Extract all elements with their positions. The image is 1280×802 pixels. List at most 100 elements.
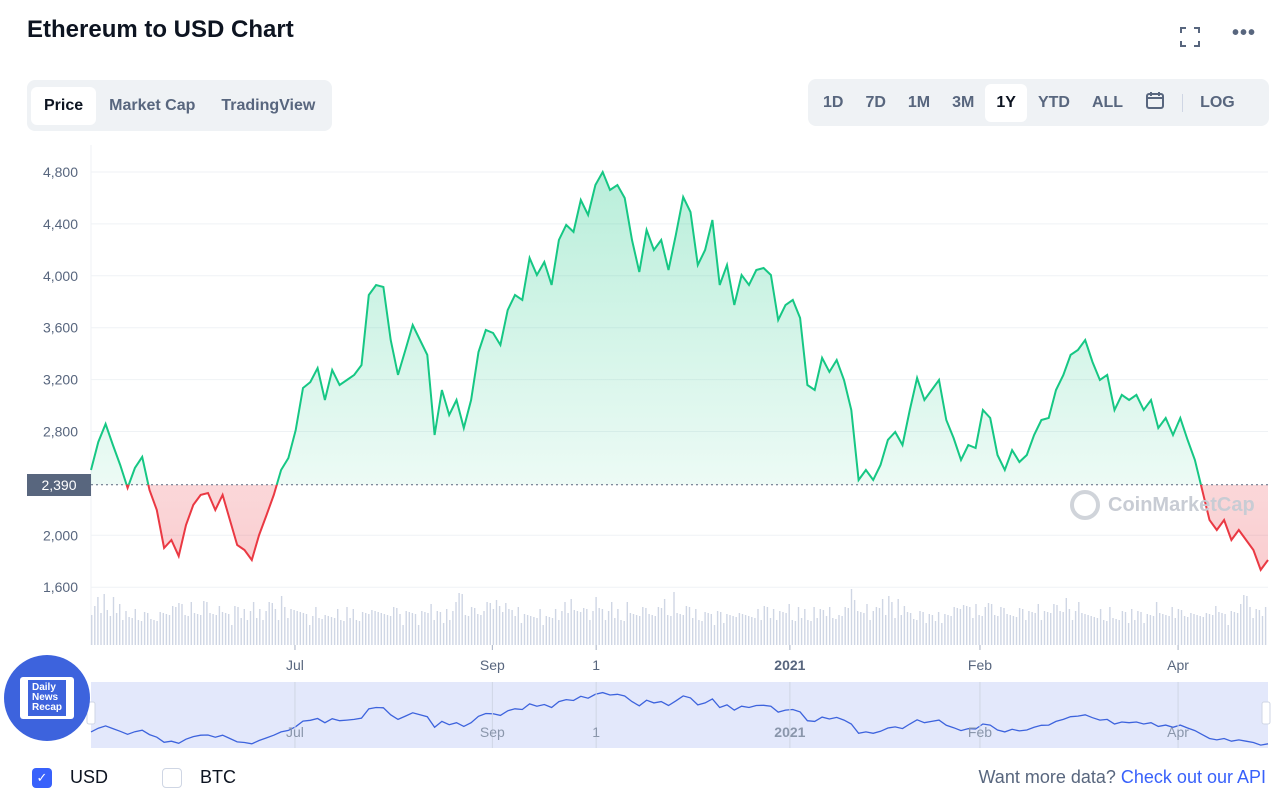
volume-bar (692, 618, 694, 645)
navigator-handle-right[interactable] (1261, 701, 1271, 725)
volume-bar (598, 608, 600, 645)
volume-bar (1037, 604, 1039, 645)
volume-bar (252, 602, 255, 645)
volume-bar (997, 616, 999, 645)
volume-bar (280, 596, 283, 645)
volume-bar (807, 620, 809, 645)
volume-bar (760, 620, 762, 645)
volume-bar (1124, 612, 1127, 645)
volume-bar (131, 618, 133, 645)
navigator-tick-label: Feb (968, 724, 992, 740)
btc-checkbox[interactable] (162, 767, 183, 788)
log-toggle[interactable]: LOG (1200, 93, 1235, 111)
tab-tradingview[interactable]: TradingView (221, 96, 316, 114)
volume-bar (234, 606, 236, 645)
volume-bar (1155, 602, 1158, 645)
volume-bar (829, 607, 831, 645)
x-tick-label: 2021 (774, 657, 805, 673)
volume-bar (1205, 613, 1208, 645)
volume-bar (819, 609, 821, 645)
volume-bar (1000, 607, 1002, 645)
volume-bar (617, 609, 619, 645)
volume-bar (175, 607, 177, 645)
volume-bar (505, 603, 507, 645)
volume-bar (981, 616, 983, 645)
range-1m[interactable]: 1M (907, 93, 931, 111)
volume-bar (165, 614, 168, 645)
volume-bar (1140, 612, 1142, 645)
volume-bar (1034, 613, 1036, 645)
volume-bar (595, 597, 597, 645)
volume-bar (411, 613, 414, 645)
volume-bar (766, 607, 769, 645)
range-ytd[interactable]: YTD (1037, 93, 1070, 111)
volume-bar (754, 618, 756, 645)
volume-bar (358, 621, 361, 645)
volume-bar (782, 612, 784, 645)
volume-bar (1202, 617, 1204, 645)
volume-bar (804, 609, 806, 645)
range-1d[interactable]: 1D (823, 93, 844, 111)
volume-bar (1115, 619, 1117, 645)
range-1y[interactable]: 1Y (985, 83, 1027, 122)
volume-bar (788, 604, 790, 645)
volume-bar (1031, 612, 1033, 645)
volume-bar (1131, 609, 1133, 645)
currency-legend: ✓ USD BTC (32, 767, 236, 788)
volume-bar (651, 615, 653, 645)
volume-bar (1174, 618, 1176, 645)
volume-bar (695, 609, 697, 645)
volume-bar (277, 620, 280, 645)
volume-bar (1068, 609, 1071, 645)
volume-bar (1112, 618, 1114, 645)
expand-icon[interactable] (1179, 26, 1201, 54)
volume-bar (860, 612, 862, 645)
volume-bar (427, 613, 429, 645)
volume-bar (530, 616, 532, 645)
volume-bar (386, 615, 389, 645)
volume-bar (723, 623, 725, 645)
volume-bar (648, 614, 650, 645)
volume-bar (1081, 613, 1083, 645)
volume-bar (109, 616, 112, 645)
volume-bar (414, 614, 417, 645)
volume-bar (800, 618, 803, 645)
volume-bar (885, 615, 887, 645)
navigator-tick-label: Sep (480, 724, 505, 740)
volume-bar (894, 618, 896, 645)
volume-bar (891, 602, 893, 645)
y-tick-label: 1,600 (43, 579, 78, 595)
volume-bar (333, 618, 336, 645)
volume-bar (240, 618, 242, 645)
volume-bar (271, 603, 273, 645)
navigator-line (90, 691, 1269, 746)
volume-bar (1196, 615, 1198, 645)
volume-bar (810, 621, 812, 645)
volume-bar (931, 615, 934, 645)
volume-bar (853, 600, 856, 645)
volume-bar (1012, 616, 1015, 645)
volume-bar (361, 612, 364, 645)
tab-market-cap[interactable]: Market Cap (109, 96, 196, 114)
volume-bar (857, 611, 859, 645)
volume-bar (228, 614, 230, 645)
volume-bar (1261, 616, 1264, 645)
range-3m[interactable]: 3M (952, 93, 975, 111)
range-7d[interactable]: 7D (865, 93, 886, 111)
api-link[interactable]: Check out our API (1120, 767, 1266, 787)
volume-bar (137, 620, 140, 645)
volume-bar (654, 616, 656, 645)
volume-bar (156, 621, 158, 645)
volume-bar (785, 613, 787, 645)
volume-bar (1233, 612, 1236, 645)
volume-bar (701, 621, 703, 645)
volume-bar (421, 611, 423, 645)
volume-bar (1009, 615, 1011, 645)
calendar-icon[interactable] (1134, 80, 1176, 125)
range-all[interactable]: ALL (1091, 93, 1124, 111)
more-icon[interactable]: ••• (1232, 22, 1257, 44)
usd-checkbox[interactable]: ✓ (32, 767, 52, 788)
price-chart[interactable]: 1,600 2,000 2,800 3,200 3,600 4,000 4,400 4,800… (0, 140, 1280, 755)
coinmarketcap-watermark: CoinMarketCap (1070, 490, 1255, 520)
tab-price[interactable]: Price (31, 86, 97, 125)
